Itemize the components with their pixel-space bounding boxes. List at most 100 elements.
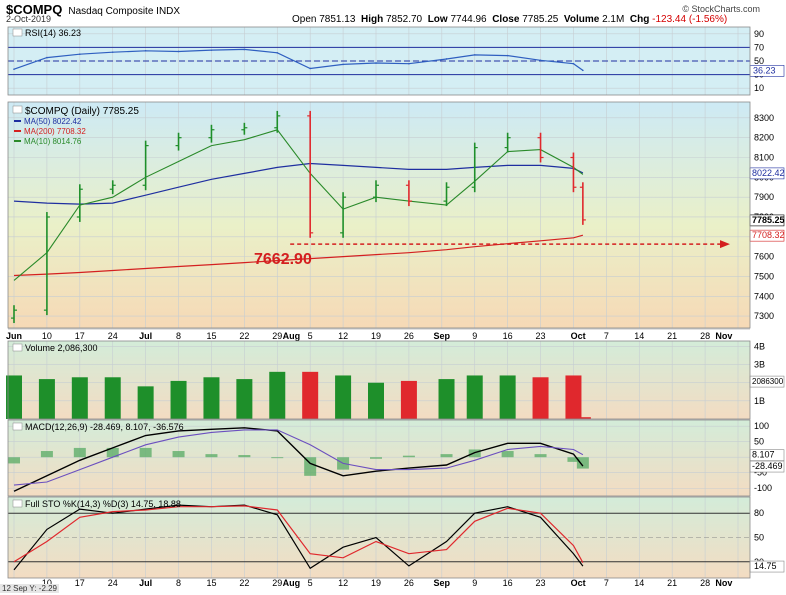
- volume-bar-4: [137, 386, 154, 419]
- x-tick-label: 29: [272, 331, 282, 341]
- rsi-point-7: [243, 48, 246, 51]
- macd-tick-label: -50: [754, 468, 767, 478]
- rsi-point-6: [210, 49, 213, 51]
- x-tick-label: 15: [206, 331, 216, 341]
- macd-hist-bar-6: [205, 454, 218, 458]
- bottom-x-tick-label: 10: [42, 578, 52, 588]
- price-legend-0: $COMPQ (Daily) 7785.25: [25, 106, 139, 117]
- volume-bar-3: [104, 377, 121, 419]
- vol-tick-label: 4B: [754, 341, 765, 351]
- x-tick-label: 24: [108, 331, 118, 341]
- panel-border-sto: [7, 496, 751, 579]
- macd-line-Signal: [13, 429, 584, 486]
- rsi-point-10: [342, 63, 344, 66]
- bottom-x-tick-label: 23: [536, 578, 546, 588]
- volume-bar-10: [335, 375, 352, 419]
- bottom-chip: 12 Sep Y: -2.29: [0, 584, 60, 593]
- rsi-point-11: [375, 62, 377, 64]
- rsi-point-0: [13, 68, 15, 70]
- sto-tick-label: 50: [754, 533, 764, 543]
- panel-border-macd: [7, 419, 751, 497]
- bottom-x-tick-label: 5: [308, 578, 313, 588]
- x-tick-label: Jul: [139, 331, 152, 341]
- rsi-point-5: [177, 50, 180, 53]
- bottom-x-tick-label: 29: [272, 578, 282, 588]
- macd-hist-bar-11: [370, 457, 382, 459]
- macd-panel-icon: [12, 422, 23, 431]
- x-tick-label: Sep: [434, 331, 451, 341]
- price-tick-label: 8100: [754, 153, 774, 163]
- macd-hist-bar-13: [440, 454, 453, 458]
- rsi-legend: RSI(14) 36.23: [25, 28, 81, 38]
- price-tick-label: 7400: [754, 291, 774, 301]
- x-tick-label: 26: [404, 331, 414, 341]
- sto-line-K: [13, 504, 584, 571]
- bottom-x-tick-label: 26: [404, 578, 414, 588]
- macd-hist-bar-16: [534, 454, 547, 458]
- bottom-x-tick-label: 19: [371, 578, 381, 588]
- volume-bar-15: [499, 375, 516, 419]
- sto-legend: Full STO %K(14,3) %D(3) 14.75, 18.88: [25, 499, 181, 509]
- x-tick-label: 9: [472, 331, 477, 341]
- bottom-x-tick-label: 28: [700, 578, 710, 588]
- support-arrow: [720, 240, 730, 249]
- x-tick-label: 10: [42, 331, 52, 341]
- rsi-point-14: [473, 54, 476, 56]
- bottom-x-tick-label: Sep: [434, 578, 451, 588]
- macd-hist-bar-3: [106, 447, 119, 458]
- index-name: Nasdaq Composite INDX: [68, 6, 181, 17]
- price-legend-2: MA(200) 7708.32: [24, 127, 86, 136]
- x-tick-label: Nov: [715, 331, 732, 341]
- macd-hist-bar-12: [402, 455, 415, 458]
- macd-hist-bar-4: [139, 447, 152, 458]
- bottom-x-tick-label: 17: [75, 578, 85, 588]
- macd-hist-bar-17: [567, 457, 580, 462]
- macd-hist-bar-15: [501, 451, 514, 458]
- macd-hist-bar-2: [73, 447, 86, 458]
- rsi-last-label: 36.23: [753, 65, 776, 75]
- macd-hist-bar-7: [238, 455, 251, 458]
- x-tick-label: 23: [536, 331, 546, 341]
- sto-line-D: [13, 505, 584, 563]
- rsi-point-18: [582, 69, 584, 72]
- volume-bar-7: [236, 379, 253, 419]
- x-tick-label: 16: [503, 331, 513, 341]
- volume-bar-9: [302, 371, 319, 419]
- x-tick-label: 17: [75, 331, 85, 341]
- rsi-point-17: [572, 62, 575, 65]
- price-tick-label: 7300: [754, 311, 774, 321]
- bottom-x-tick-label: 21: [667, 578, 677, 588]
- macd-last-label-1: -28.469: [752, 461, 783, 471]
- price-panel-bg: [8, 102, 750, 328]
- macd-hist-bar-9: [304, 457, 317, 476]
- rsi-point-9: [309, 67, 311, 70]
- sto-last-label: 14.75: [754, 561, 777, 571]
- rsi-tick-label: 90: [754, 29, 764, 39]
- rsi-point-4: [144, 50, 147, 52]
- support-level-label: 7662.90: [254, 251, 312, 268]
- vol-last-label: 2086300: [752, 377, 784, 386]
- rsi-tick-label: 50: [754, 56, 764, 66]
- rsi-point-1: [46, 56, 48, 59]
- stockcharts-watermark: © StockCharts.com: [682, 4, 760, 14]
- x-tick-label: Aug: [283, 331, 301, 341]
- rsi-point-13: [445, 58, 448, 60]
- price-last-label-0: 8022.42: [752, 168, 785, 178]
- macd-tick-label: 50: [754, 437, 764, 447]
- volume-bar-12: [400, 380, 417, 419]
- volume-bar-8: [269, 371, 286, 419]
- price-legend-1: MA(50) 8022.42: [24, 117, 82, 126]
- sto-panel-icon: [12, 499, 23, 508]
- rsi-point-8: [276, 52, 279, 54]
- volume-bar-2: [71, 377, 88, 419]
- panel-border-rsi: [7, 26, 751, 96]
- price-last-label-2: 7708.32: [752, 230, 785, 240]
- volume-legend: Volume 2,086,300: [25, 343, 98, 353]
- quote-summary: Open 7851.13 High 7852.70 Low 7744.96 Cl…: [292, 14, 728, 25]
- price-tick-label: 8200: [754, 133, 774, 143]
- price-tick-label: 8300: [754, 113, 774, 123]
- x-tick-label: 22: [239, 331, 249, 341]
- bottom-x-tick-label: 15: [206, 578, 216, 588]
